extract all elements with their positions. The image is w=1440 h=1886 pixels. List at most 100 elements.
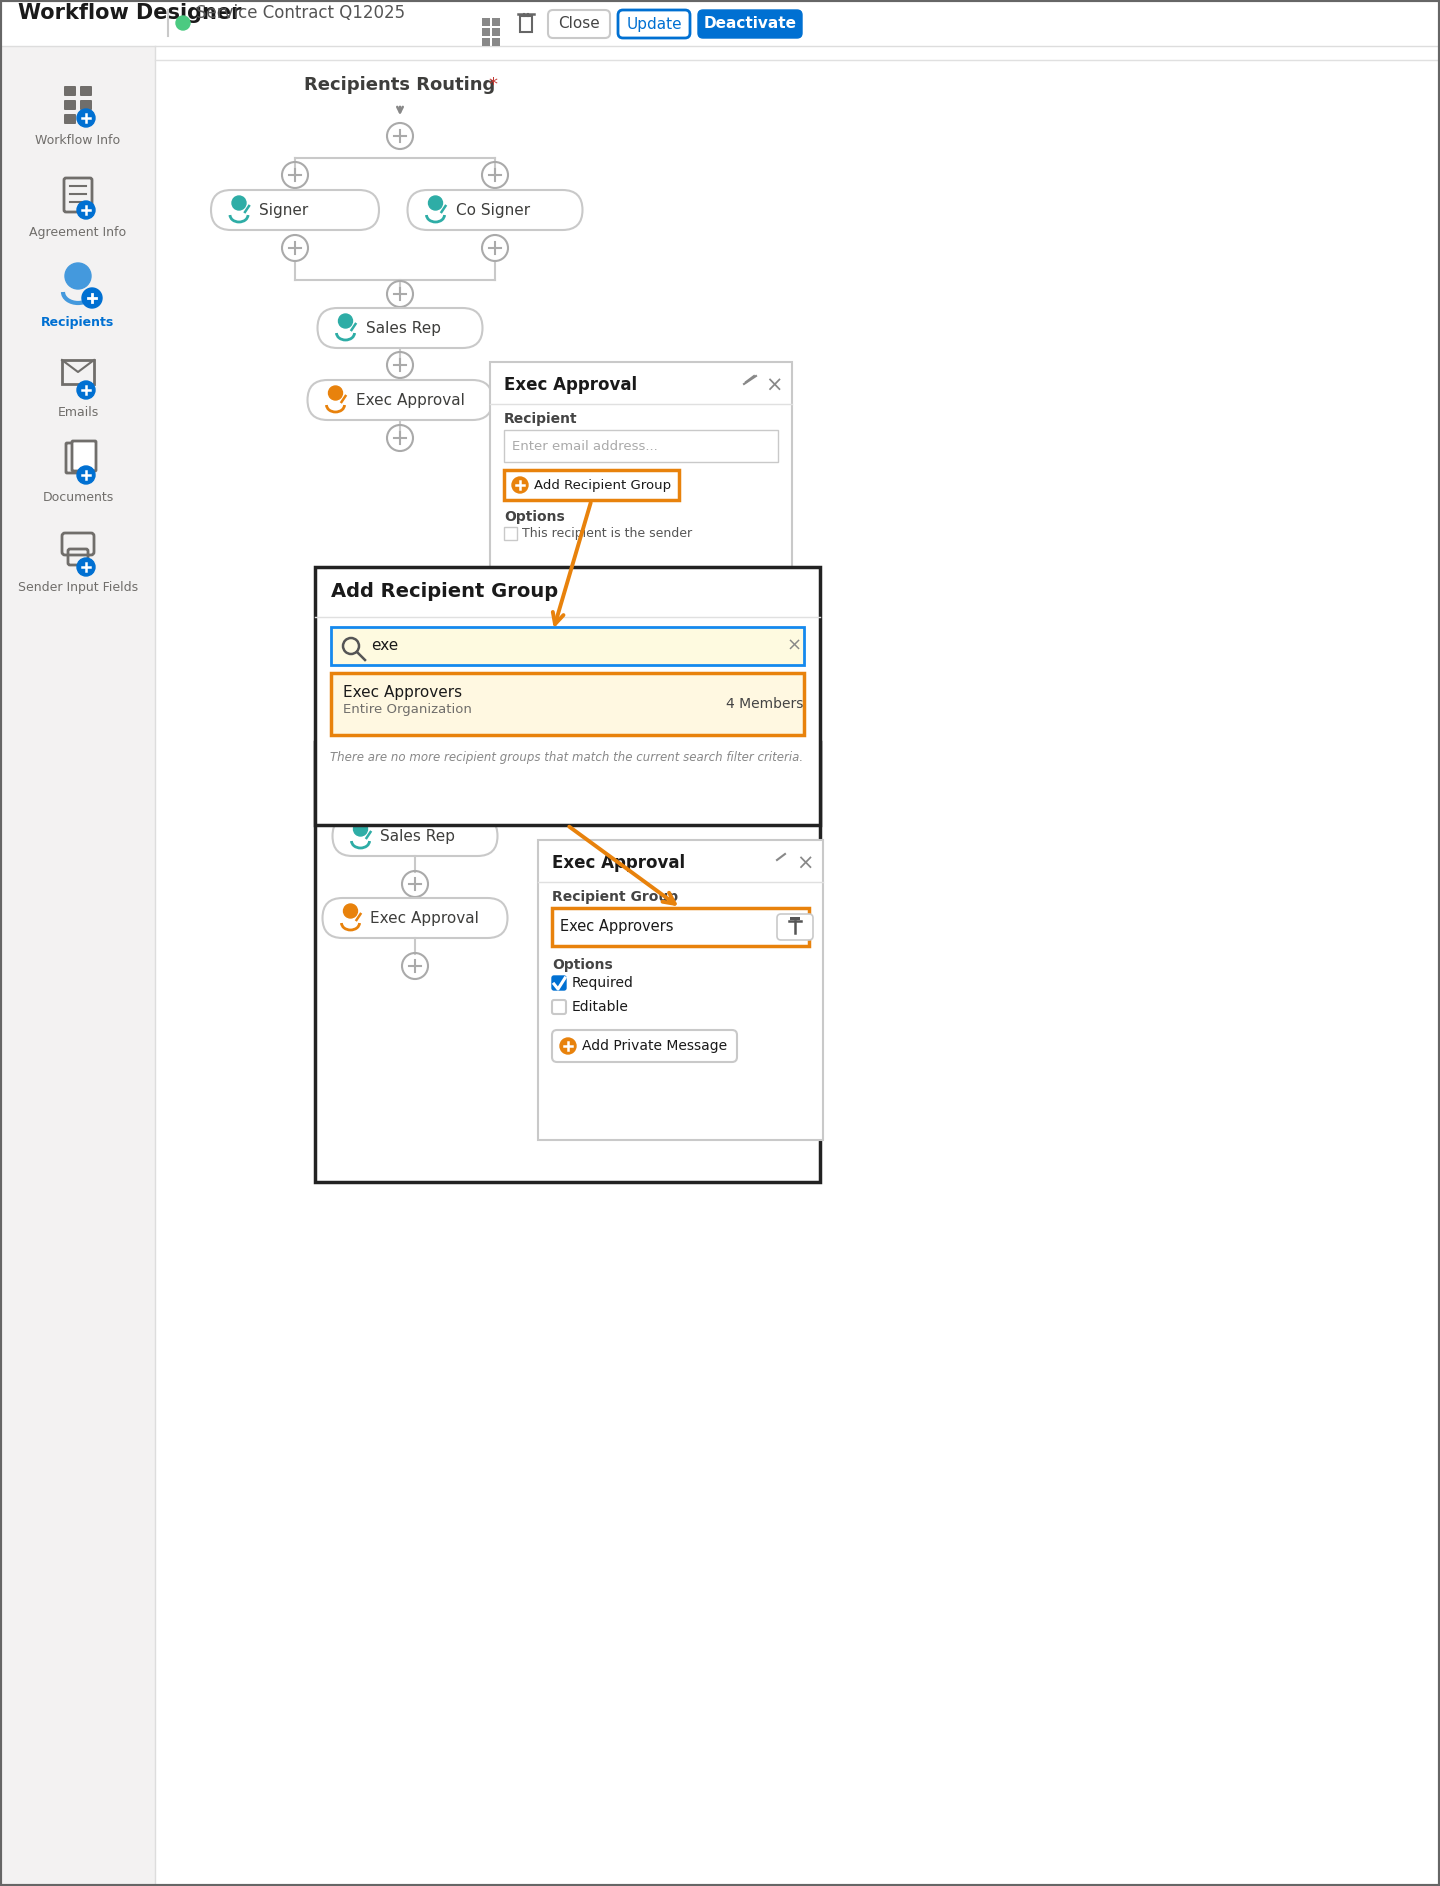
Bar: [492, 19, 500, 26]
Text: Workflow Designer: Workflow Designer: [17, 4, 242, 23]
Text: ×: ×: [765, 375, 783, 396]
Text: Enter email address...: Enter email address...: [513, 439, 658, 453]
FancyBboxPatch shape: [552, 1000, 566, 1015]
Text: Workflow Info: Workflow Info: [36, 134, 121, 147]
FancyBboxPatch shape: [81, 87, 92, 96]
Text: Agreement Info: Agreement Info: [29, 226, 127, 240]
Text: Exec Approvers: Exec Approvers: [560, 920, 674, 934]
FancyBboxPatch shape: [308, 379, 492, 421]
FancyBboxPatch shape: [72, 441, 96, 472]
Text: Entire Organization: Entire Organization: [343, 703, 472, 717]
Bar: [482, 19, 490, 26]
Bar: [0, 0, 1440, 45]
FancyBboxPatch shape: [778, 915, 814, 939]
Text: Required: Required: [572, 975, 634, 990]
Text: Exec Approval: Exec Approval: [552, 854, 685, 871]
Circle shape: [353, 822, 367, 835]
Text: Recipient: Recipient: [504, 411, 577, 426]
Bar: [552, 907, 809, 947]
Circle shape: [513, 477, 528, 492]
Text: Recipients: Recipients: [42, 317, 115, 328]
Text: Close: Close: [559, 17, 600, 32]
Text: Update: Update: [626, 17, 681, 32]
Bar: [62, 360, 94, 385]
Text: exe: exe: [372, 639, 399, 654]
Text: Sales Rep: Sales Rep: [380, 828, 455, 843]
FancyBboxPatch shape: [323, 898, 507, 937]
Text: Exec Approval: Exec Approval: [356, 392, 464, 407]
Bar: [520, 15, 531, 32]
Text: Editable: Editable: [572, 1000, 629, 1015]
Circle shape: [76, 109, 95, 126]
Circle shape: [76, 558, 95, 575]
FancyBboxPatch shape: [63, 113, 76, 124]
Bar: [504, 470, 680, 500]
FancyBboxPatch shape: [63, 87, 76, 96]
Bar: [0, 45, 156, 1886]
Bar: [504, 430, 778, 462]
FancyBboxPatch shape: [408, 190, 583, 230]
Text: Recipients Routing: Recipients Routing: [304, 75, 495, 94]
Text: This recipient is the sender: This recipient is the sender: [521, 526, 693, 539]
Circle shape: [232, 196, 246, 209]
Bar: [482, 28, 490, 36]
Text: Add Private Message: Add Private Message: [582, 1039, 727, 1052]
Bar: [331, 673, 804, 736]
Text: Sender Input Fields: Sender Input Fields: [17, 581, 138, 594]
Text: Co Signer: Co Signer: [455, 202, 530, 217]
Text: Exec Approval: Exec Approval: [504, 375, 636, 394]
Bar: [492, 28, 500, 36]
Circle shape: [76, 381, 95, 400]
Bar: [156, 741, 1440, 1186]
FancyBboxPatch shape: [552, 975, 566, 990]
Text: Recipient Group: Recipient Group: [552, 890, 678, 903]
Bar: [504, 526, 517, 539]
Circle shape: [429, 196, 442, 209]
FancyBboxPatch shape: [333, 817, 497, 856]
Text: Options: Options: [552, 958, 613, 971]
Circle shape: [176, 15, 190, 30]
FancyBboxPatch shape: [552, 1030, 737, 1062]
Text: Documents: Documents: [42, 490, 114, 504]
Text: *: *: [488, 75, 497, 94]
Bar: [331, 626, 804, 666]
FancyBboxPatch shape: [618, 9, 690, 38]
FancyBboxPatch shape: [212, 190, 379, 230]
Text: Sales Rep: Sales Rep: [366, 321, 441, 336]
Circle shape: [82, 289, 102, 307]
Text: Exec Approvers: Exec Approvers: [343, 685, 462, 700]
FancyBboxPatch shape: [63, 100, 76, 109]
Bar: [490, 362, 792, 568]
Circle shape: [560, 1037, 576, 1054]
Text: Options: Options: [504, 509, 564, 524]
Text: Add Recipient Group: Add Recipient Group: [534, 479, 671, 492]
Circle shape: [338, 313, 353, 328]
Text: Signer: Signer: [259, 202, 308, 217]
Text: ×: ×: [786, 637, 802, 654]
Circle shape: [344, 903, 357, 918]
Text: ×: ×: [796, 854, 814, 873]
Text: Deactivate: Deactivate: [704, 17, 796, 32]
Text: Emails: Emails: [58, 405, 98, 419]
Bar: [315, 568, 819, 824]
FancyBboxPatch shape: [317, 307, 482, 349]
Text: Service Contract Q12025: Service Contract Q12025: [196, 4, 405, 23]
Text: Exec Approval: Exec Approval: [370, 911, 480, 926]
Circle shape: [76, 466, 95, 485]
FancyBboxPatch shape: [81, 113, 92, 124]
Text: 4 Members: 4 Members: [726, 698, 804, 711]
Circle shape: [65, 262, 91, 289]
Text: There are no more recipient groups that match the current search filter criteria: There are no more recipient groups that …: [330, 751, 804, 764]
Bar: [482, 38, 490, 45]
Circle shape: [76, 202, 95, 219]
FancyBboxPatch shape: [698, 9, 802, 38]
Bar: [791, 917, 801, 920]
Bar: [156, 45, 1440, 741]
Bar: [539, 839, 824, 1139]
Bar: [492, 38, 500, 45]
Bar: [315, 741, 819, 1183]
FancyBboxPatch shape: [549, 9, 611, 38]
Circle shape: [328, 387, 343, 400]
FancyBboxPatch shape: [81, 100, 92, 109]
Text: Add Recipient Group: Add Recipient Group: [331, 583, 559, 602]
